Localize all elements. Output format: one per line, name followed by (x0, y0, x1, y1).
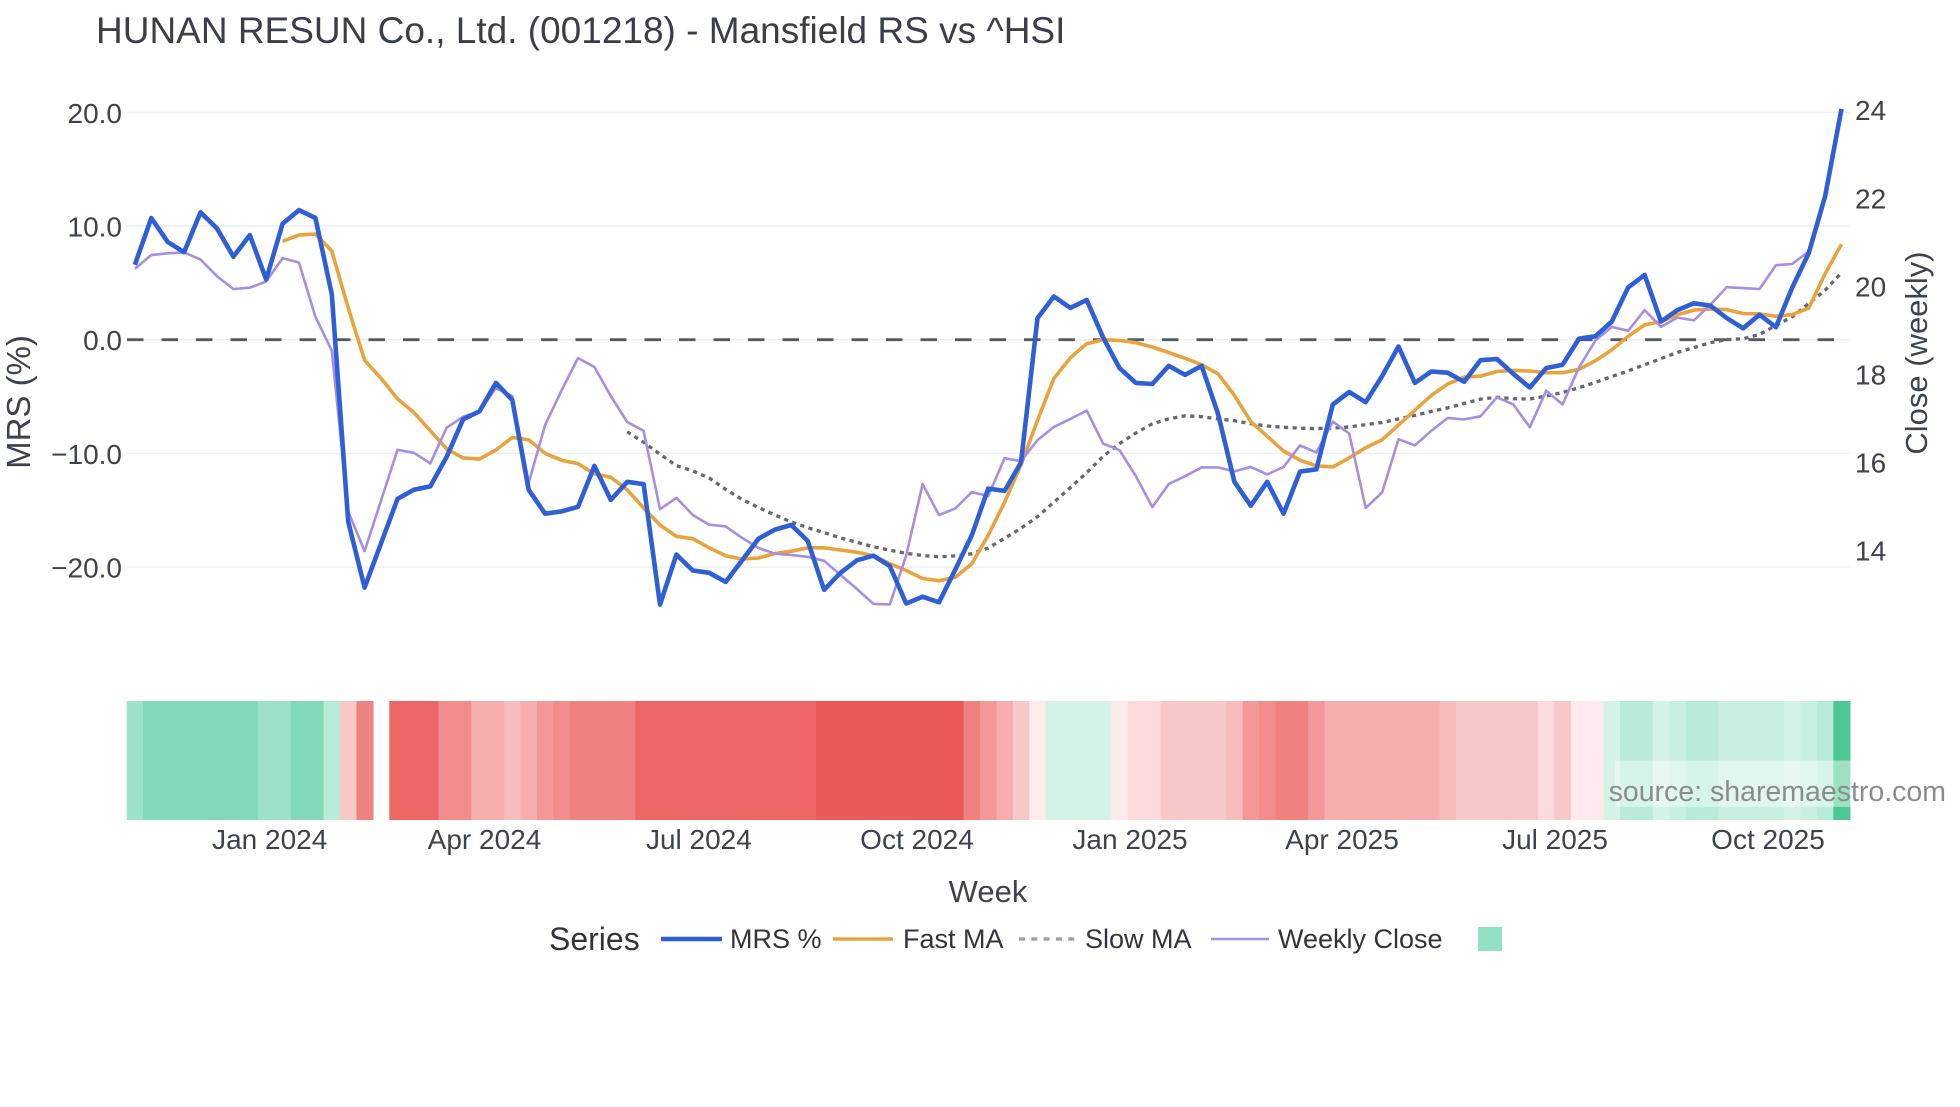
svg-text:22: 22 (1855, 183, 1886, 214)
svg-text:MRS (%): MRS (%) (0, 335, 37, 469)
svg-text:Close (weekly): Close (weekly) (1899, 251, 1934, 454)
svg-text:Weekly Close: Weekly Close (1278, 924, 1443, 954)
svg-text:Oct 2025: Oct 2025 (1711, 824, 1825, 855)
svg-text:18: 18 (1855, 360, 1886, 391)
svg-text:10.0: 10.0 (68, 212, 123, 243)
svg-text:24: 24 (1855, 95, 1886, 126)
svg-text:Jan 2025: Jan 2025 (1072, 824, 1187, 855)
svg-text:20: 20 (1855, 271, 1886, 302)
svg-text:Oct 2024: Oct 2024 (860, 824, 974, 855)
svg-text:HUNAN RESUN Co., Ltd. (001218): HUNAN RESUN Co., Ltd. (001218) - Mansfie… (96, 10, 1065, 51)
svg-text:Jul 2024: Jul 2024 (646, 824, 752, 855)
svg-text:source: sharemaestro.com: source: sharemaestro.com (1609, 776, 1946, 808)
svg-text:16: 16 (1855, 448, 1886, 479)
svg-text:Week: Week (949, 874, 1028, 909)
svg-text:Series: Series (549, 921, 640, 957)
svg-text:MRS %: MRS % (730, 924, 822, 954)
svg-text:14: 14 (1855, 536, 1886, 567)
svg-text:20.0: 20.0 (68, 98, 123, 129)
svg-text:Jan 2024: Jan 2024 (212, 824, 327, 855)
svg-text:Slow MA: Slow MA (1085, 924, 1192, 954)
svg-text:Apr 2024: Apr 2024 (428, 824, 542, 855)
svg-text:−20.0: −20.0 (51, 553, 122, 584)
svg-text:Jul 2025: Jul 2025 (1502, 824, 1608, 855)
svg-text:0.0: 0.0 (83, 325, 122, 356)
svg-text:Fast MA: Fast MA (903, 924, 1004, 954)
svg-text:Apr 2025: Apr 2025 (1285, 824, 1399, 855)
svg-text:−10.0: −10.0 (51, 439, 122, 470)
